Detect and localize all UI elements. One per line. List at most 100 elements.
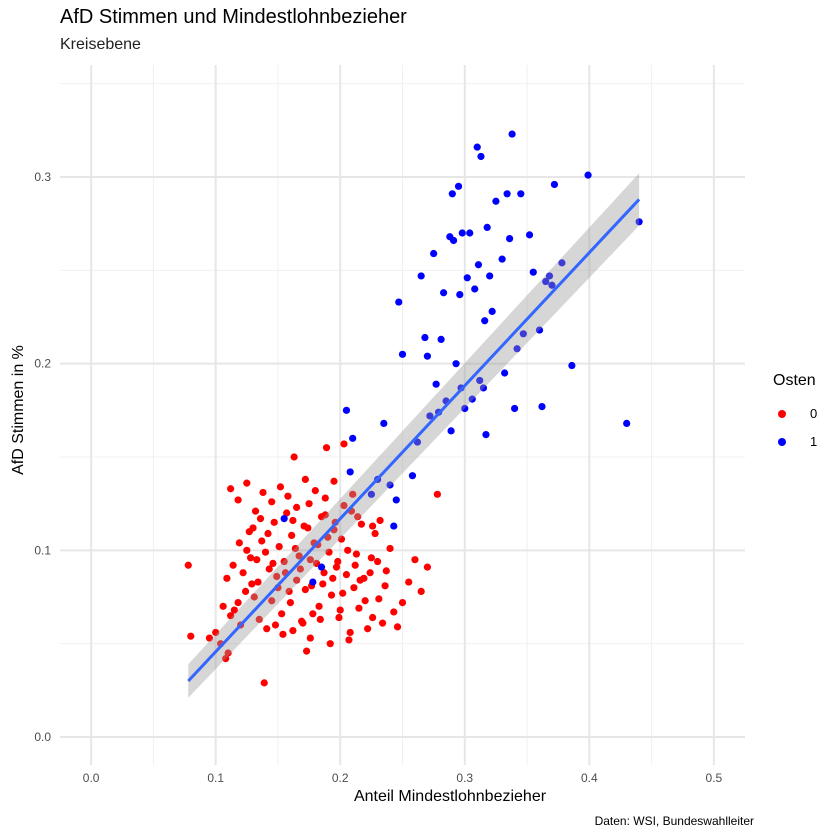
data-point-osten-0 <box>250 593 258 601</box>
data-point-osten-0 <box>235 539 243 547</box>
data-point-osten-1 <box>461 404 469 413</box>
data-point-osten-1 <box>488 307 496 315</box>
data-point-osten-0 <box>369 613 377 622</box>
data-point-osten-0 <box>255 615 263 624</box>
data-point-osten-0 <box>223 574 231 582</box>
data-point-osten-1 <box>458 229 466 237</box>
data-point-osten-0 <box>283 509 291 517</box>
data-point-osten-1 <box>280 515 288 523</box>
data-point-osten-0 <box>305 500 313 508</box>
data-point-osten-0 <box>355 604 363 612</box>
data-point-osten-0 <box>303 647 311 655</box>
y-tick-label: 0.3 <box>34 170 51 184</box>
data-point-osten-0 <box>269 559 277 568</box>
data-point-osten-1 <box>448 190 456 198</box>
data-point-osten-0 <box>350 584 358 592</box>
data-point-osten-0 <box>373 557 382 566</box>
data-point-osten-0 <box>230 606 238 614</box>
data-point-osten-0 <box>375 595 383 603</box>
data-point-osten-1 <box>519 330 527 338</box>
data-point-osten-0 <box>371 529 379 538</box>
data-point-osten-0 <box>398 599 407 607</box>
data-point-osten-1 <box>367 490 375 498</box>
data-point-osten-1 <box>623 419 631 427</box>
data-point-osten-1 <box>398 350 407 358</box>
data-point-osten-0 <box>393 623 402 631</box>
data-point-osten-1 <box>525 231 534 239</box>
data-point-osten-1 <box>535 326 544 334</box>
data-point-osten-0 <box>184 561 192 569</box>
data-point-osten-0 <box>243 546 251 554</box>
data-point-osten-0 <box>279 630 287 638</box>
data-point-osten-0 <box>253 556 261 564</box>
data-point-osten-0 <box>357 520 365 528</box>
data-point-osten-0 <box>205 634 214 642</box>
data-point-osten-0 <box>322 444 331 452</box>
data-point-osten-0 <box>336 606 344 614</box>
data-point-osten-0 <box>268 597 276 605</box>
data-point-osten-1 <box>380 419 388 427</box>
data-point-osten-0 <box>321 511 329 519</box>
data-point-osten-0 <box>351 561 359 569</box>
data-point-osten-0 <box>340 501 348 510</box>
data-point-osten-0 <box>417 587 425 596</box>
data-point-osten-1 <box>510 404 519 413</box>
data-point-osten-0 <box>229 561 237 569</box>
data-point-osten-0 <box>306 634 314 642</box>
data-point-osten-0 <box>352 550 361 558</box>
data-point-osten-0 <box>342 571 351 579</box>
data-point-osten-1 <box>417 272 425 280</box>
data-point-osten-1 <box>508 130 516 138</box>
data-point-osten-0 <box>258 537 266 545</box>
data-point-osten-0 <box>367 554 375 562</box>
y-axis-label: AfD Stimmen in % <box>10 345 27 475</box>
data-point-osten-1 <box>317 563 326 571</box>
x-axis-tick-labels: 0.0 0.1 0.2 0.3 0.4 0.5 <box>83 771 723 785</box>
data-point-osten-0 <box>316 615 324 624</box>
data-point-osten-0 <box>246 554 255 562</box>
data-point-osten-0 <box>259 488 267 497</box>
data-point-osten-0 <box>309 610 317 618</box>
data-point-osten-0 <box>321 494 329 502</box>
legend-label-1: 1 <box>810 434 818 449</box>
data-point-osten-1 <box>432 380 440 388</box>
data-point-osten-1 <box>635 218 643 226</box>
x-tick-label: 0.2 <box>332 771 349 785</box>
data-point-osten-0 <box>268 498 276 506</box>
data-point-osten-0 <box>364 625 372 633</box>
data-point-osten-1 <box>386 481 394 489</box>
data-point-osten-0 <box>344 546 352 554</box>
data-point-osten-1 <box>421 333 429 342</box>
data-point-osten-1 <box>506 235 514 243</box>
data-point-osten-0 <box>386 544 394 553</box>
data-point-osten-0 <box>326 640 334 648</box>
data-point-osten-0 <box>329 574 337 582</box>
x-tick-label: 0.1 <box>207 771 224 785</box>
data-point-osten-1 <box>440 289 448 297</box>
data-point-osten-1 <box>517 190 525 198</box>
data-point-osten-0 <box>291 544 299 553</box>
data-point-osten-1 <box>392 496 400 504</box>
data-point-osten-0 <box>332 563 341 571</box>
legend-marker-1 <box>778 438 786 446</box>
y-tick-label: 0.2 <box>34 357 51 371</box>
data-point-osten-0 <box>263 625 271 633</box>
data-point-osten-0 <box>335 613 343 622</box>
data-point-osten-0 <box>311 487 319 495</box>
data-point-osten-0 <box>227 612 235 620</box>
data-point-osten-1 <box>584 171 592 179</box>
data-point-osten-1 <box>558 259 566 267</box>
data-point-osten-0 <box>325 548 333 556</box>
minor-gridlines <box>60 65 745 765</box>
legend-marker-0 <box>778 410 786 418</box>
data-point-osten-0 <box>345 636 353 644</box>
data-point-osten-0 <box>289 627 297 635</box>
data-point-osten-0 <box>381 582 389 590</box>
data-point-osten-1 <box>482 431 490 439</box>
data-point-osten-1 <box>568 361 576 370</box>
data-point-osten-0 <box>304 524 312 532</box>
data-point-osten-0 <box>346 628 354 637</box>
data-point-osten-0 <box>270 518 278 526</box>
data-point-osten-0 <box>378 619 387 627</box>
x-tick-label: 0.3 <box>456 771 473 785</box>
